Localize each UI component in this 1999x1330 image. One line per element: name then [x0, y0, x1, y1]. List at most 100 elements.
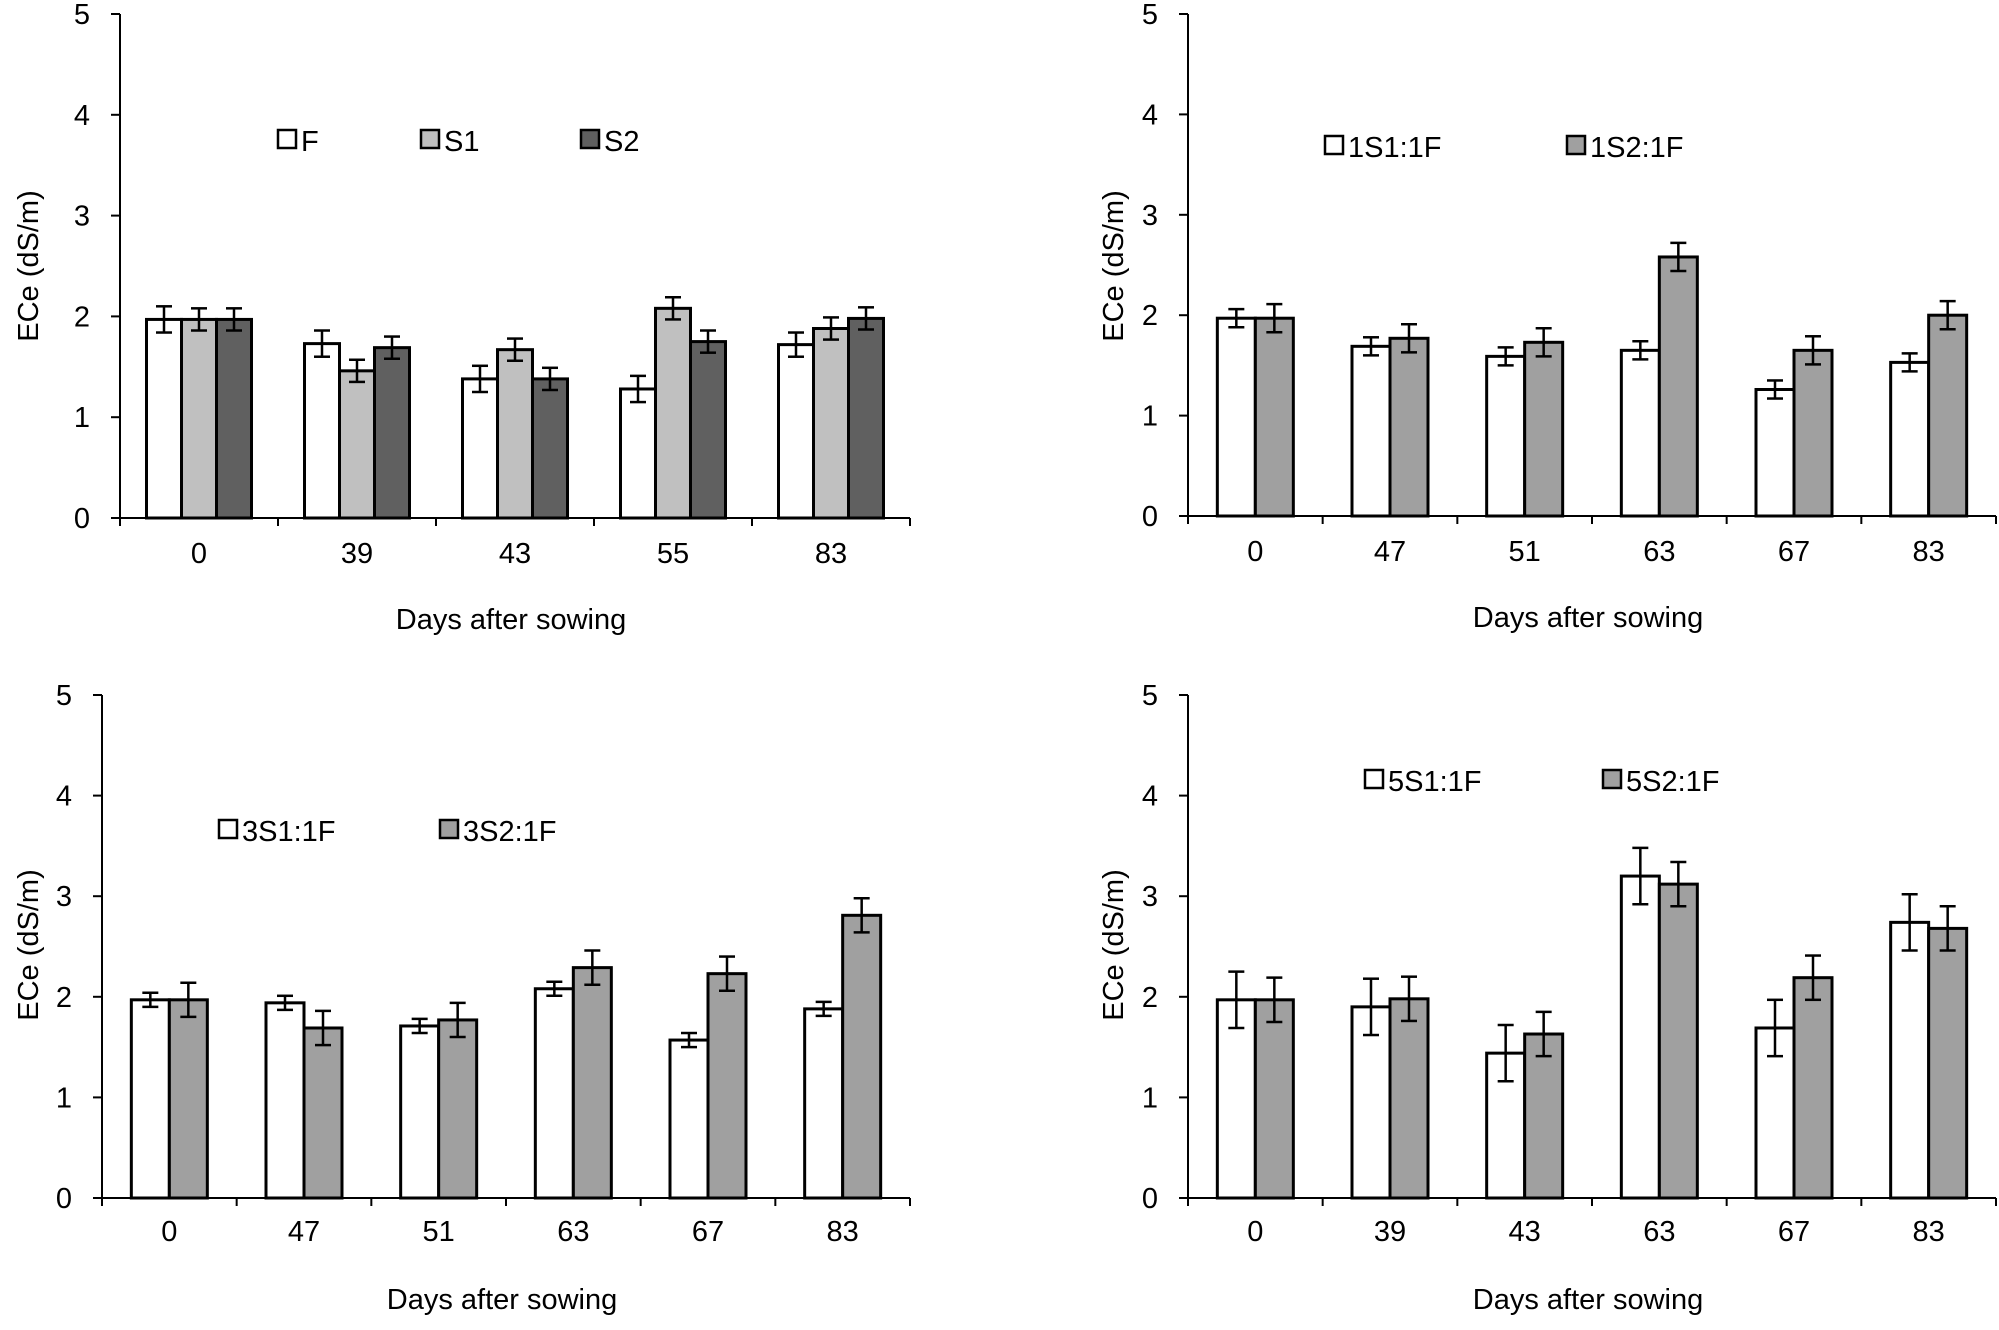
y-tick-label: 3 — [74, 201, 90, 233]
legend-swatch — [217, 818, 239, 840]
y-tick-label: 3 — [1142, 200, 1158, 232]
x-tick-label: 63 — [1643, 1216, 1675, 1248]
bar — [1523, 1032, 1565, 1200]
x-tick-label: 0 — [191, 538, 207, 570]
y-tick-label: 2 — [74, 301, 90, 333]
bar — [373, 346, 411, 520]
legend-swatch — [419, 128, 441, 150]
bar — [303, 342, 341, 520]
y-axis-title: ECe (dS/m) — [13, 869, 45, 1020]
x-tick-label: 43 — [499, 538, 531, 570]
bar — [1619, 348, 1661, 518]
chart-1: 0 1 2 3 4 5 0 39 43 55 83 Days after sowing ECe (dS/… — [13, 0, 911, 636]
legend-label: S2 — [604, 126, 639, 158]
bar — [668, 1038, 710, 1200]
bar — [1523, 340, 1565, 518]
bar — [496, 348, 534, 520]
y-axis-title: ECe (dS/m) — [1098, 869, 1130, 1020]
bar — [689, 340, 727, 520]
bar — [706, 972, 748, 1200]
bar — [302, 1026, 344, 1200]
bar — [1215, 316, 1257, 518]
bar — [619, 387, 657, 520]
bar — [215, 317, 253, 520]
x-axis-title: Days after sowing — [396, 604, 627, 636]
x-tick-label: 83 — [827, 1216, 859, 1248]
bar — [847, 316, 885, 520]
y-tick-label: 1 — [1142, 1082, 1158, 1114]
x-tick-label: 43 — [1509, 1216, 1541, 1248]
x-tick-label: 39 — [341, 538, 373, 570]
x-tick-label: 39 — [1374, 1216, 1406, 1248]
bar — [437, 1018, 479, 1200]
bar — [654, 306, 692, 520]
y-tick-label: 1 — [74, 402, 90, 434]
y-tick-label: 1 — [56, 1082, 72, 1114]
legend-swatch — [276, 128, 298, 150]
chart-3: 0 1 2 3 4 5 0 47 51 63 67 83 Days after sowing ECe (d… — [13, 680, 911, 1316]
y-tick-label: 2 — [56, 982, 72, 1014]
bar — [1253, 998, 1295, 1200]
legend-label: 3S2:1F — [463, 816, 557, 848]
bar — [1927, 926, 1969, 1200]
y-axis-title: ECe (dS/m) — [13, 190, 45, 341]
y-tick-label: 5 — [1142, 0, 1158, 31]
bar — [180, 317, 218, 520]
x-tick-label: 67 — [692, 1216, 724, 1248]
bar — [129, 998, 171, 1200]
y-tick-label: 0 — [1142, 1183, 1158, 1215]
x-axis-title: Days after sowing — [1473, 602, 1704, 634]
y-tick-label: 5 — [56, 680, 72, 712]
bar — [1889, 920, 1931, 1200]
x-tick-label: 51 — [1509, 536, 1541, 568]
x-tick-label: 55 — [657, 538, 689, 570]
bar — [1754, 387, 1796, 518]
bar — [571, 966, 613, 1200]
bar — [145, 317, 183, 520]
legend-swatch — [1363, 768, 1385, 790]
x-tick-label: 47 — [288, 1216, 320, 1248]
x-tick-label: 83 — [815, 538, 847, 570]
legend-label: 1S1:1F — [1348, 132, 1442, 164]
bar — [1253, 316, 1295, 518]
x-axis-title: Days after sowing — [387, 1284, 618, 1316]
chart-4: 0 1 2 3 4 5 0 39 43 63 67 83 Days after sowing ECe (d… — [1098, 680, 1997, 1316]
bar — [1215, 998, 1257, 1200]
x-tick-label: 63 — [557, 1216, 589, 1248]
bar — [1927, 313, 1969, 518]
legend-swatch — [1565, 134, 1587, 156]
bar — [1657, 882, 1699, 1200]
bar — [1657, 255, 1699, 518]
bar — [1388, 336, 1430, 518]
x-tick-label: 83 — [1913, 536, 1945, 568]
bar — [461, 377, 499, 520]
legend-label: S1 — [444, 126, 479, 158]
y-tick-label: 2 — [1142, 982, 1158, 1014]
y-axis-title: ECe (dS/m) — [1098, 190, 1130, 341]
y-tick-label: 0 — [56, 1183, 72, 1215]
y-tick-label: 0 — [1142, 501, 1158, 533]
bar — [777, 343, 815, 520]
legend-label: F — [301, 126, 319, 158]
y-tick-label: 4 — [1142, 781, 1158, 813]
y-tick-label: 0 — [74, 503, 90, 535]
legend-swatch — [579, 128, 601, 150]
bar — [167, 998, 209, 1200]
x-tick-label: 67 — [1778, 1216, 1810, 1248]
y-tick-label: 3 — [56, 881, 72, 913]
x-tick-label: 83 — [1913, 1216, 1945, 1248]
x-tick-label: 51 — [423, 1216, 455, 1248]
x-tick-label: 0 — [1247, 536, 1263, 568]
chart-2: 0 1 2 3 4 5 0 47 51 63 67 83 Days after sowing ECe (d… — [1098, 0, 1997, 634]
x-tick-label: 0 — [161, 1216, 177, 1248]
y-tick-label: 2 — [1142, 300, 1158, 332]
bar — [1792, 976, 1834, 1200]
bar — [803, 1007, 845, 1200]
bar — [399, 1024, 441, 1200]
x-tick-label: 0 — [1247, 1216, 1263, 1248]
x-tick-label: 47 — [1374, 536, 1406, 568]
bar — [338, 369, 376, 520]
legend-swatch — [1323, 134, 1345, 156]
y-tick-label: 5 — [74, 0, 90, 31]
